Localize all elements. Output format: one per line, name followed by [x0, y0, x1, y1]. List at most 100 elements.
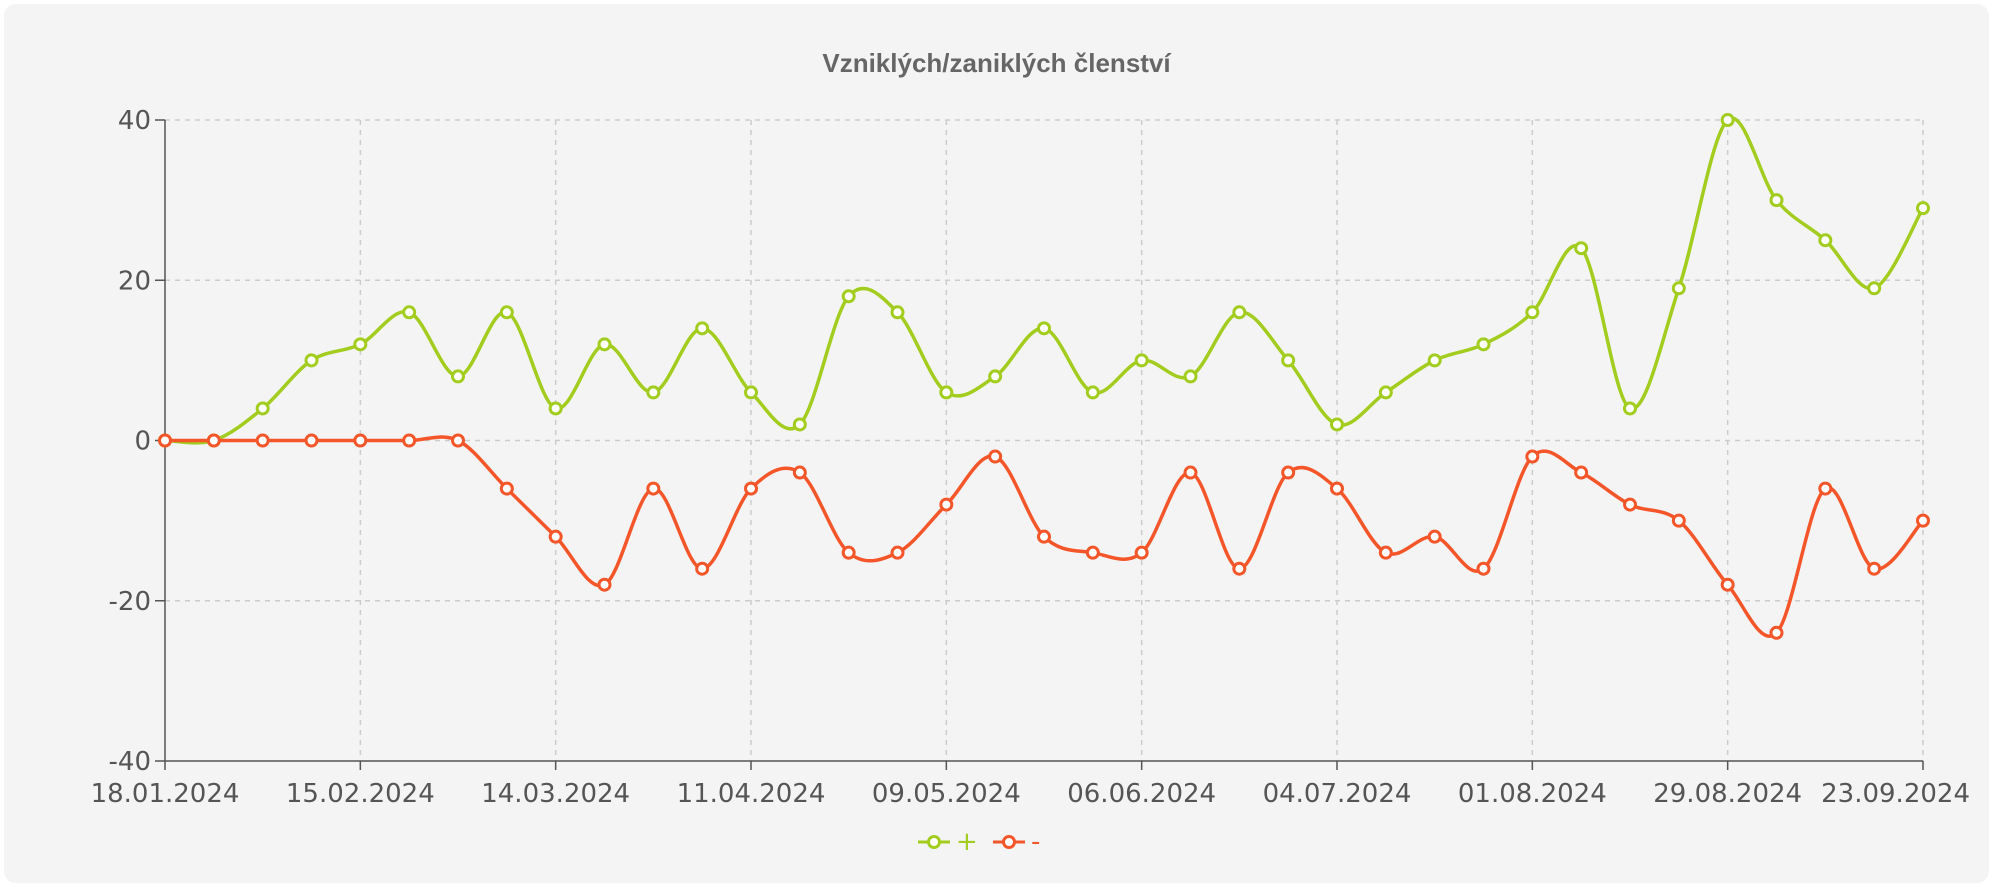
data-point[interactable]	[1720, 577, 1735, 592]
data-point[interactable]	[890, 305, 905, 320]
data-point[interactable]	[597, 337, 612, 352]
data-point[interactable]	[402, 433, 417, 448]
data-point[interactable]	[1281, 353, 1296, 368]
legend-swatch-marker	[1002, 835, 1016, 849]
x-tick-label: 06.06.2024	[1067, 779, 1216, 809]
data-point[interactable]	[1232, 305, 1247, 320]
data-point[interactable]	[1085, 385, 1100, 400]
data-point[interactable]	[1769, 193, 1784, 208]
y-tick-label: 40	[118, 106, 151, 136]
x-tick-label: 11.04.2024	[677, 779, 826, 809]
data-point[interactable]	[451, 433, 465, 448]
data-point[interactable]	[841, 289, 856, 304]
y-tick-labels: 40 20 0 -20 -40	[109, 106, 151, 777]
y-tick-label: 20	[118, 266, 151, 296]
data-point[interactable]	[792, 417, 807, 432]
data-point[interactable]	[1232, 561, 1247, 576]
data-point[interactable]	[1525, 449, 1540, 464]
data-point[interactable]	[646, 385, 661, 400]
data-point[interactable]	[695, 561, 710, 576]
data-point[interactable]	[1671, 281, 1686, 296]
data-point[interactable]	[1769, 625, 1784, 640]
data-point[interactable]	[1916, 201, 1930, 216]
data-point[interactable]	[158, 433, 172, 448]
data-point[interactable]	[988, 449, 1003, 464]
data-point[interactable]	[499, 305, 514, 320]
x-tick-label: 01.08.2024	[1458, 779, 1607, 809]
data-point[interactable]	[1134, 353, 1149, 368]
data-point[interactable]	[255, 433, 270, 448]
data-point[interactable]	[744, 481, 758, 496]
data-point[interactable]	[1378, 545, 1393, 560]
x-tick-label: 14.03.2024	[481, 779, 630, 809]
data-point[interactable]	[1183, 465, 1198, 480]
data-point[interactable]	[1134, 545, 1149, 560]
data-point[interactable]	[939, 497, 954, 512]
data-point[interactable]	[744, 385, 758, 400]
data-point[interactable]	[695, 321, 710, 336]
y-tick-label: -40	[109, 747, 151, 777]
legend-item-minus[interactable]: -	[993, 827, 1040, 857]
data-point[interactable]	[1574, 465, 1589, 480]
data-point[interactable]	[255, 401, 270, 416]
data-point[interactable]	[1525, 305, 1540, 320]
y-tick-label: 0	[134, 427, 151, 457]
data-point[interactable]	[1037, 321, 1051, 336]
series-line	[164, 116, 1925, 445]
data-point[interactable]	[1671, 513, 1686, 528]
data-point[interactable]	[1623, 497, 1637, 512]
data-point[interactable]	[1818, 481, 1833, 496]
data-point[interactable]	[1378, 385, 1393, 400]
x-tick-label: 15.02.2024	[286, 779, 435, 809]
grid-lines	[165, 119, 1924, 761]
data-point[interactable]	[1476, 337, 1491, 352]
data-point[interactable]	[1427, 529, 1442, 544]
data-point[interactable]	[1037, 529, 1051, 544]
data-point[interactable]	[1085, 545, 1100, 560]
data-point[interactable]	[1916, 513, 1930, 528]
y-tick-label: -20	[109, 587, 151, 617]
data-point[interactable]	[1281, 465, 1296, 480]
x-tick-label: 23.09.2024	[1821, 779, 1970, 809]
data-point[interactable]	[597, 577, 612, 592]
data-point[interactable]	[1867, 281, 1882, 296]
data-point[interactable]	[890, 545, 905, 560]
data-point[interactable]	[1183, 369, 1198, 384]
data-point[interactable]	[548, 529, 563, 544]
data-point[interactable]	[1476, 561, 1491, 576]
x-tick-label: 09.05.2024	[872, 779, 1021, 809]
data-point[interactable]	[841, 545, 856, 560]
data-point[interactable]	[1330, 417, 1344, 432]
data-point[interactable]	[792, 465, 807, 480]
data-point[interactable]	[1818, 233, 1833, 248]
data-point[interactable]	[1623, 401, 1637, 416]
data-point[interactable]	[1720, 113, 1735, 127]
data-point[interactable]	[1867, 561, 1882, 576]
legend-swatch-marker	[927, 835, 941, 849]
x-tick-label: 29.08.2024	[1653, 779, 1802, 809]
data-point[interactable]	[499, 481, 514, 496]
x-tick-label: 04.07.2024	[1263, 779, 1412, 809]
data-point[interactable]	[304, 353, 319, 368]
legend-label: +	[956, 827, 978, 857]
legend[interactable]: + -	[918, 827, 1040, 857]
line-chart: 40 20 0 -20 -40 18.01.2024 15.02.2024 14.03.20…	[91, 106, 1970, 857]
series-group	[158, 113, 1930, 640]
data-point[interactable]	[1330, 481, 1344, 496]
data-point[interactable]	[1574, 241, 1589, 256]
data-point[interactable]	[353, 337, 368, 352]
data-point[interactable]	[451, 369, 465, 384]
x-tick-labels: 18.01.2024 15.02.2024 14.03.2024 11.04.2024…	[91, 779, 1970, 809]
chart-panel: Vzniklých/zaniklých členství 40 20 0 -20 -40…	[4, 4, 1989, 883]
data-point[interactable]	[646, 481, 661, 496]
data-point[interactable]	[353, 433, 368, 448]
data-point[interactable]	[402, 305, 417, 320]
series-minus	[158, 433, 1930, 640]
data-point[interactable]	[304, 433, 319, 448]
data-point[interactable]	[939, 385, 954, 400]
data-point[interactable]	[1427, 353, 1442, 368]
data-point[interactable]	[988, 369, 1003, 384]
data-point[interactable]	[548, 401, 563, 416]
data-point[interactable]	[206, 433, 221, 448]
legend-item-plus[interactable]: +	[918, 827, 978, 857]
